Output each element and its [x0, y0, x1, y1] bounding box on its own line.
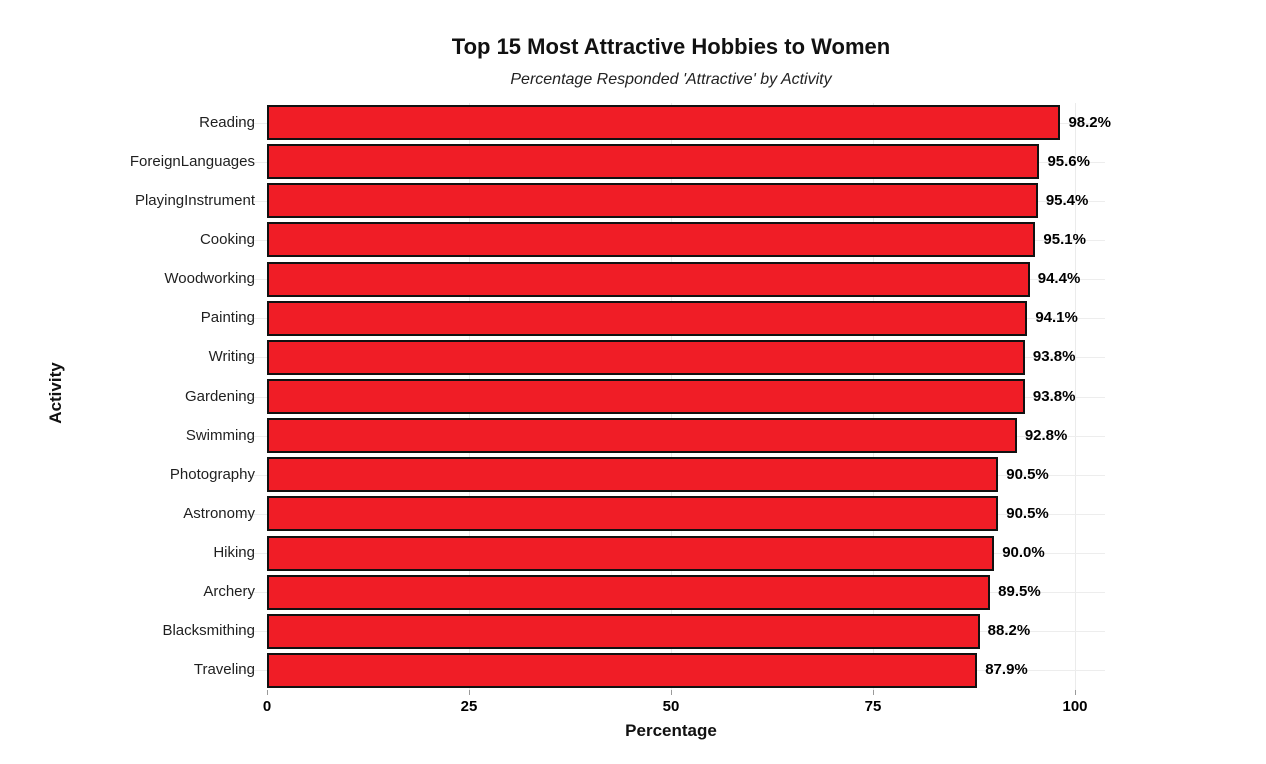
- category-label: Photography: [169, 465, 255, 483]
- category-label: Astronomy: [183, 504, 255, 522]
- plot-area: 0 25 50 75 100 Reading 98.2% ForeignLanguages 95…: [130, 103, 1111, 715]
- value-label: 95.1%: [1043, 230, 1086, 248]
- bar: [267, 574, 991, 610]
- x-tick-label: 75: [864, 698, 882, 715]
- value-label: 93.8%: [1032, 387, 1076, 405]
- x-tick-mark: [267, 690, 268, 695]
- category-label: Painting: [200, 309, 255, 327]
- category-label: Blacksmithing: [162, 622, 255, 640]
- x-tick-mark: [469, 690, 470, 695]
- bar: [267, 535, 995, 571]
- bar: [267, 222, 1036, 258]
- bar: [267, 144, 1040, 180]
- bar: [267, 183, 1038, 219]
- value-label: 93.8%: [1032, 348, 1076, 366]
- value-label: 95.4%: [1045, 191, 1089, 209]
- category-label: Swimming: [185, 426, 255, 444]
- value-label: 90.5%: [1006, 465, 1049, 483]
- value-label: 95.6%: [1047, 152, 1090, 170]
- x-tick-mark: [873, 690, 874, 695]
- category-label: Woodworking: [164, 270, 255, 288]
- value-label: 89.5%: [998, 583, 1041, 601]
- value-label: 98.2%: [1068, 113, 1111, 131]
- category-label: Gardening: [184, 387, 255, 405]
- bar: [267, 613, 980, 649]
- category-label: Traveling: [193, 661, 255, 679]
- value-label: 94.4%: [1037, 270, 1081, 288]
- bar: [267, 105, 1061, 141]
- x-tick-label: 0: [262, 698, 272, 715]
- value-label: 94.1%: [1035, 309, 1078, 327]
- category-label: PlayingInstrument: [134, 191, 255, 209]
- bar: [267, 261, 1030, 297]
- x-axis-label: Percentage: [625, 721, 717, 740]
- x-tick-label: 50: [662, 698, 680, 715]
- bar: [267, 418, 1017, 454]
- value-label: 92.8%: [1024, 426, 1068, 444]
- x-tick-label: 25: [460, 698, 478, 715]
- x-tick-mark: [671, 690, 672, 695]
- chart-subtitle: Percentage Responded 'Attractive' by Act…: [510, 71, 832, 88]
- category-label: Cooking: [199, 230, 255, 248]
- bar: [267, 496, 999, 532]
- value-label: 87.9%: [985, 661, 1028, 679]
- bar: [267, 300, 1028, 336]
- category-label: Reading: [199, 113, 255, 131]
- x-tick-label: 100: [1062, 698, 1088, 715]
- category-label: ForeignLanguages: [129, 152, 255, 170]
- value-label: 90.0%: [1002, 544, 1045, 562]
- bar: [267, 379, 1025, 414]
- category-label: Writing: [208, 348, 255, 366]
- bar: [267, 457, 999, 493]
- value-label: 90.5%: [1006, 504, 1049, 522]
- bar: [267, 339, 1025, 375]
- category-label: Hiking: [213, 544, 255, 562]
- category-label: Archery: [203, 583, 255, 601]
- x-tick-mark: [1075, 690, 1076, 695]
- value-label: 88.2%: [987, 622, 1031, 640]
- bar: [267, 652, 978, 688]
- chart-title: Top 15 Most Attractive Hobbies to Women: [451, 34, 891, 59]
